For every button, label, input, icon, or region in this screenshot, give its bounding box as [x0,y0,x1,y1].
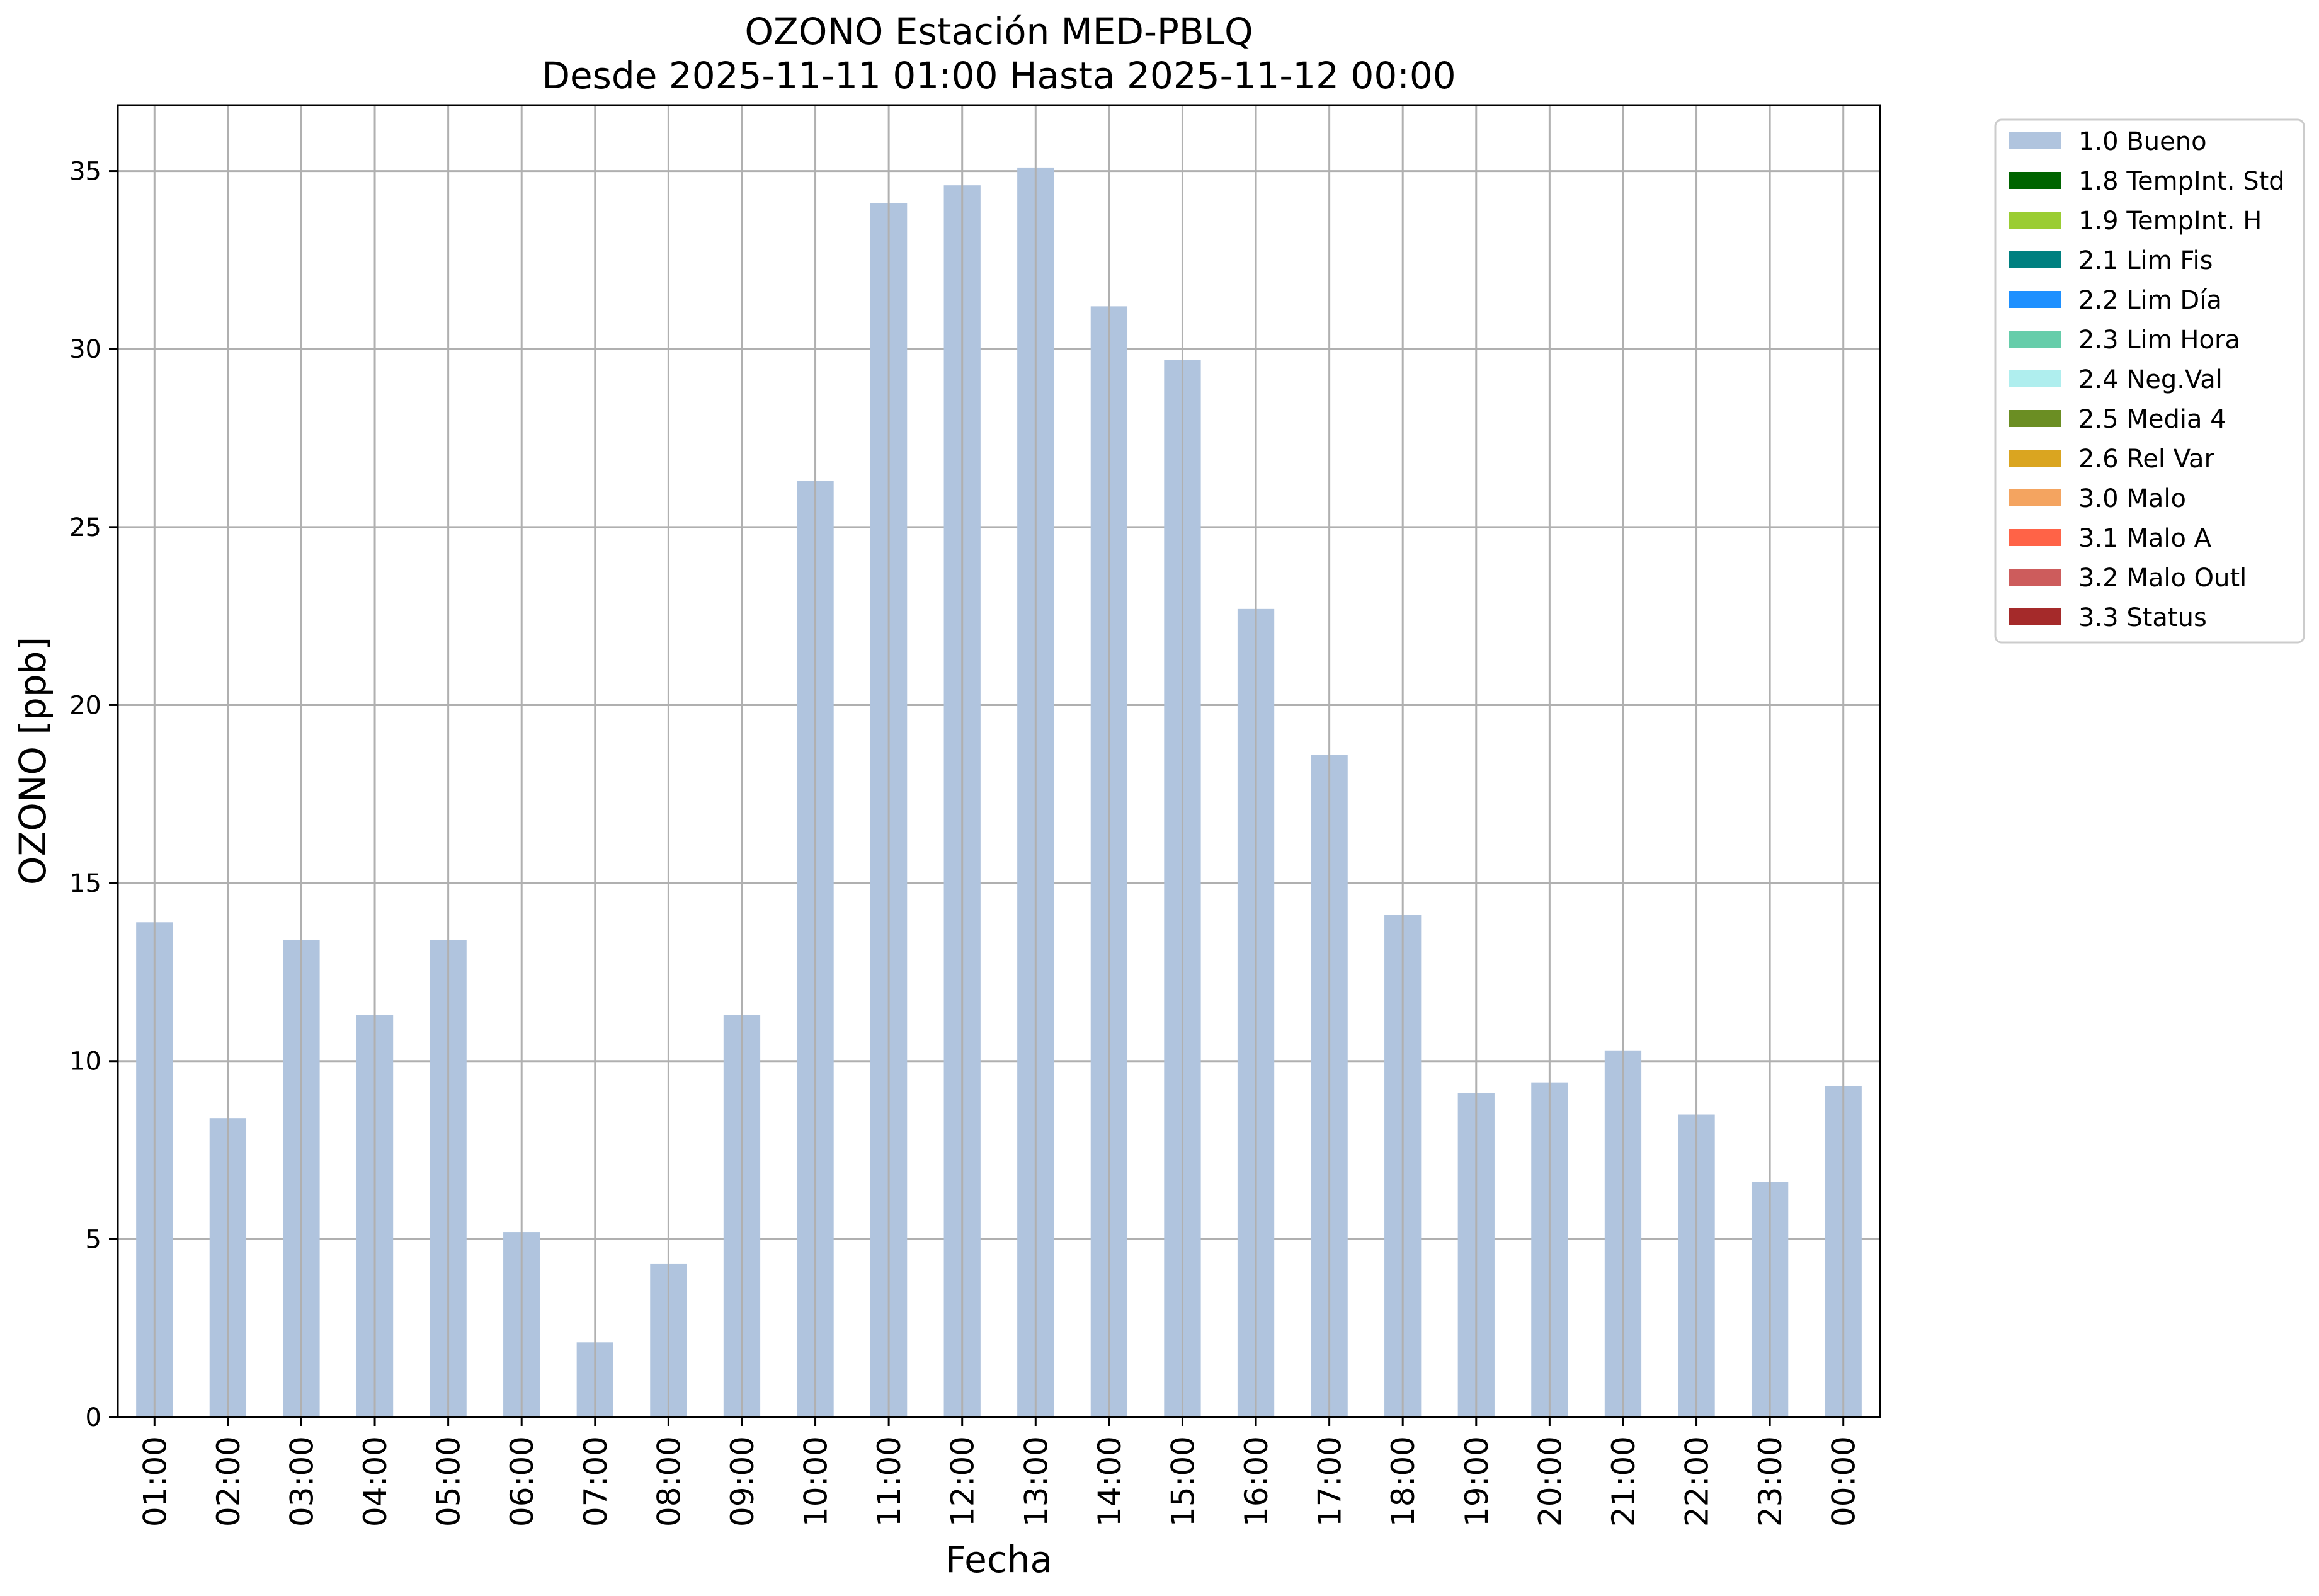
legend-label: 2.3 Lim Hora [2078,326,2240,355]
legend-swatch [2009,370,2061,387]
legend-label: 1.8 TempInt. Std [2078,167,2285,196]
x-axis: 01:00 02:00 03:00 04:00 05:00 06:00 07:00 08:00… [137,1417,1862,1527]
legend-swatch [2009,529,2061,546]
y-tick-label: 15 [69,869,101,898]
x-tick-label: 07:00 [578,1436,614,1527]
legend-swatch [2009,569,2061,586]
legend-label: 3.0 Malo [2078,484,2186,513]
x-tick-label: 18:00 [1385,1436,1422,1527]
legend-label: 1.9 TempInt. H [2078,207,2262,236]
legend-swatch [2009,251,2061,268]
legend: 1.0 Bueno 1.8 TempInt. Std 1.9 TempInt. H 2… [1994,118,2305,644]
legend-box [1994,118,2305,644]
x-tick-label: 04:00 [357,1436,394,1527]
y-tick-label: 20 [69,691,101,720]
x-tick-label: 23:00 [1752,1436,1789,1527]
legend-label: 2.4 Neg.Val [2078,365,2223,394]
plot-frame [117,104,1881,1418]
x-tick-label: 11:00 [871,1436,908,1527]
legend-swatch [2009,212,2061,229]
x-tick-label: 19:00 [1459,1436,1495,1527]
x-tick-label: 00:00 [1826,1436,1862,1527]
x-tick-label: 09:00 [724,1436,761,1527]
y-tick-label: 10 [69,1047,101,1076]
y-tick-label: 5 [86,1225,101,1254]
legend-swatch [2009,291,2061,308]
legend-swatch [2009,489,2061,506]
x-tick-label: 22:00 [1679,1436,1716,1527]
legend-label: 1.0 Bueno [2078,127,2207,156]
legend-swatch [2009,331,2061,348]
x-tick-label: 06:00 [504,1436,540,1527]
legend-swatch [2009,172,2061,189]
x-tick-label: 03:00 [283,1436,320,1527]
legend-swatch [2009,410,2061,427]
legend-label: 3.2 Malo Outl [2078,564,2247,593]
legend-label: 2.6 Rel Var [2078,445,2215,474]
x-tick-label: 13:00 [1018,1436,1054,1527]
x-tick-label: 15:00 [1165,1436,1201,1527]
x-tick-label: 08:00 [651,1436,687,1527]
y-axis: 0 5 10 15 20 25 30 35 [69,157,118,1432]
x-tick-label: 01:00 [137,1436,173,1527]
y-tick-label: 25 [69,513,101,542]
grid-lines [118,170,1880,1418]
y-tick-label: 30 [69,335,101,364]
y-tick-label: 0 [86,1403,101,1432]
x-tick-label: 17:00 [1312,1436,1348,1527]
x-tick-label: 12:00 [945,1436,981,1527]
legend-label: 3.1 Malo A [2078,524,2212,553]
x-tick-label: 05:00 [431,1436,467,1527]
legend-label: 3.3 Status [2078,603,2207,632]
y-axis-label: OZONO [ppb] [11,637,54,885]
legend-label: 2.2 Lim Día [2078,286,2222,315]
x-tick-label: 02:00 [210,1436,247,1527]
x-tick-label: 21:00 [1605,1436,1642,1527]
x-grid-lines [153,105,1845,1417]
x-tick-label: 20:00 [1532,1436,1568,1527]
legend-swatch [2009,450,2061,467]
x-tick-label: 14:00 [1091,1436,1128,1527]
chart-title-line1: OZONO Estación MED-PBLQ [744,10,1253,53]
legend-label: 2.5 Media 4 [2078,405,2226,434]
legend-swatch [2009,608,2061,625]
y-tick-label: 35 [69,157,101,186]
legend-label: 2.1 Lim Fis [2078,246,2213,275]
chart-title-line2: Desde 2025-11-11 01:00 Hasta 2025-11-12 … [542,54,1456,97]
legend-swatch [2009,132,2061,149]
x-tick-label: 16:00 [1238,1436,1275,1527]
x-tick-label: 10:00 [798,1436,835,1527]
x-axis-label: Fecha [945,1538,1052,1581]
